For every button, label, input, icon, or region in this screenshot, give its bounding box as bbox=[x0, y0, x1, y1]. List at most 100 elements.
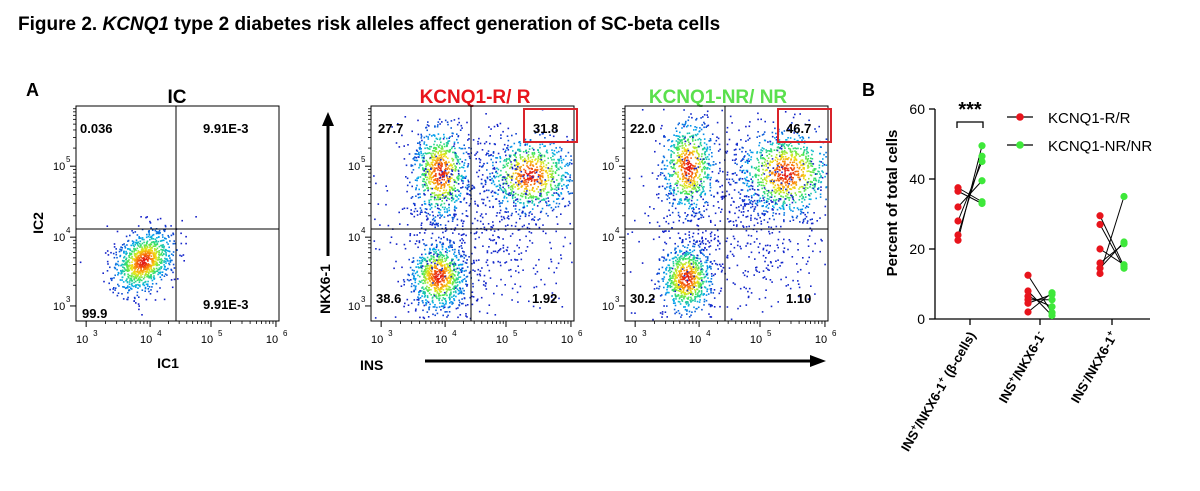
event-dot bbox=[430, 277, 432, 279]
event-dot bbox=[147, 256, 150, 259]
event-dot bbox=[546, 172, 549, 174]
event-dot bbox=[446, 179, 449, 182]
event-dot bbox=[445, 165, 447, 167]
event-dot bbox=[694, 156, 697, 159]
event-dot bbox=[688, 116, 690, 118]
event-dot bbox=[451, 157, 453, 160]
x-tick-exponent: 3 bbox=[388, 329, 393, 338]
event-dot bbox=[417, 283, 420, 285]
event-dot bbox=[113, 287, 115, 289]
event-dot bbox=[463, 293, 465, 295]
event-dot bbox=[125, 258, 127, 261]
event-dot bbox=[424, 174, 427, 176]
event-dot bbox=[684, 170, 686, 173]
event-dot bbox=[456, 177, 459, 180]
event-dot bbox=[438, 289, 441, 292]
event-dot bbox=[418, 293, 420, 296]
event-dot bbox=[497, 125, 499, 127]
event-dot bbox=[690, 176, 693, 179]
event-dot bbox=[447, 193, 449, 196]
event-dot bbox=[172, 254, 174, 257]
event-dot bbox=[532, 156, 535, 158]
event-dot bbox=[427, 162, 429, 164]
event-dot bbox=[711, 155, 713, 158]
event-dot bbox=[463, 198, 465, 201]
event-dot bbox=[130, 283, 133, 286]
event-dot bbox=[468, 155, 471, 158]
event-dot bbox=[443, 143, 445, 145]
event-dot bbox=[503, 195, 506, 198]
event-dot bbox=[525, 193, 528, 196]
event-dot bbox=[411, 261, 414, 263]
event-dot bbox=[555, 186, 558, 189]
event-dot bbox=[143, 253, 145, 255]
event-dot bbox=[709, 186, 712, 189]
event-dot bbox=[687, 119, 690, 122]
event-dot bbox=[542, 176, 544, 179]
event-dot bbox=[538, 226, 541, 229]
event-dot bbox=[706, 162, 709, 165]
event-dot bbox=[436, 158, 438, 161]
event-dot bbox=[423, 192, 425, 195]
event-dot bbox=[526, 200, 529, 203]
event-dot bbox=[545, 201, 547, 203]
event-dot bbox=[525, 149, 527, 152]
event-dot bbox=[443, 162, 446, 164]
event-dot bbox=[411, 196, 414, 198]
event-dot bbox=[440, 185, 443, 187]
event-dot bbox=[479, 192, 481, 195]
event-dot bbox=[810, 192, 812, 195]
event-dot bbox=[473, 232, 476, 235]
event-dot bbox=[569, 174, 572, 176]
event-dot bbox=[509, 192, 512, 194]
figure-title: Figure 2. KCNQ1 type 2 diabetes risk all… bbox=[18, 14, 720, 36]
event-dot bbox=[667, 172, 670, 175]
event-dot bbox=[419, 316, 421, 319]
event-dot bbox=[163, 247, 165, 249]
event-dot bbox=[425, 304, 427, 306]
event-dot bbox=[151, 234, 154, 237]
event-dot bbox=[431, 248, 434, 251]
event-dot bbox=[413, 284, 415, 287]
event-dot bbox=[517, 180, 520, 183]
event-dot bbox=[508, 186, 510, 189]
event-dot bbox=[442, 294, 445, 296]
event-dot bbox=[152, 245, 155, 247]
event-dot bbox=[453, 209, 456, 211]
event-dot bbox=[454, 209, 456, 212]
event-dot bbox=[485, 213, 487, 215]
event-dot bbox=[443, 216, 446, 218]
event-dot bbox=[127, 285, 129, 287]
event-dot bbox=[410, 165, 413, 167]
event-dot bbox=[539, 155, 542, 158]
event-dot bbox=[424, 276, 426, 279]
event-dot bbox=[453, 201, 456, 203]
event-dot bbox=[124, 287, 127, 290]
event-dot bbox=[482, 164, 484, 167]
event-dot bbox=[553, 271, 555, 274]
event-dot bbox=[426, 295, 429, 297]
event-dot bbox=[460, 124, 463, 127]
event-dot bbox=[149, 222, 152, 224]
event-dot bbox=[680, 165, 683, 168]
event-dot bbox=[399, 223, 401, 225]
event-dot bbox=[451, 249, 454, 251]
event-dot bbox=[818, 164, 821, 167]
event-dot bbox=[440, 264, 442, 267]
event-dot bbox=[519, 285, 522, 288]
event-dot bbox=[142, 282, 145, 284]
event-dot bbox=[704, 150, 707, 153]
event-dot bbox=[437, 292, 440, 295]
event-dot bbox=[457, 278, 459, 280]
event-dot bbox=[437, 187, 439, 190]
event-dot bbox=[488, 126, 490, 128]
event-dot bbox=[555, 216, 558, 218]
event-dot bbox=[538, 218, 541, 220]
event-dot bbox=[434, 179, 436, 181]
event-dot bbox=[128, 256, 131, 259]
event-dot bbox=[490, 158, 492, 161]
event-dot bbox=[131, 240, 134, 242]
event-dot bbox=[440, 169, 442, 172]
event-dot bbox=[141, 279, 143, 282]
event-dot bbox=[539, 171, 541, 173]
